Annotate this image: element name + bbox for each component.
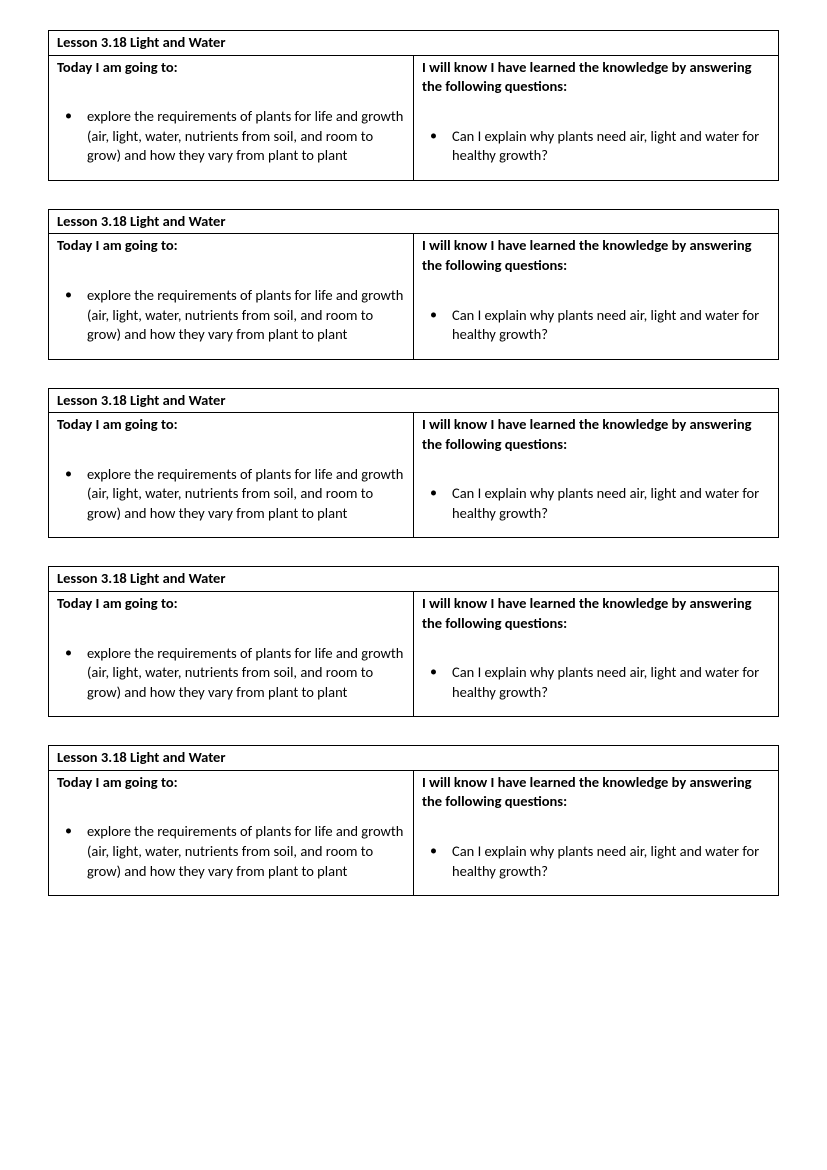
left-column: Today I am going to: explore the requirem…: [49, 234, 414, 359]
left-header: Today I am going to:: [49, 771, 413, 795]
right-header: I will know I have learned the knowledge…: [414, 56, 778, 99]
right-bullet: Can I explain why plants need air, light…: [422, 127, 770, 166]
lesson-title: Lesson 3.18 Light and Water: [49, 746, 779, 771]
right-header: I will know I have learned the knowledge…: [414, 413, 778, 456]
left-bullet: explore the requirements of plants for l…: [57, 822, 405, 881]
right-header: I will know I have learned the knowledge…: [414, 234, 778, 277]
lesson-table: Lesson 3.18 Light and WaterToday I am go…: [48, 745, 779, 896]
right-bullet: Can I explain why plants need air, light…: [422, 484, 770, 523]
right-bullet: Can I explain why plants need air, light…: [422, 842, 770, 881]
right-column: I will know I have learned the knowledge…: [414, 413, 779, 538]
right-bullet: Can I explain why plants need air, light…: [422, 306, 770, 345]
lesson-title: Lesson 3.18 Light and Water: [49, 209, 779, 234]
right-column: I will know I have learned the knowledge…: [414, 770, 779, 895]
right-header: I will know I have learned the knowledge…: [414, 771, 778, 814]
right-column: I will know I have learned the knowledge…: [414, 234, 779, 359]
left-column: Today I am going to: explore the requirem…: [49, 413, 414, 538]
right-header: I will know I have learned the knowledge…: [414, 592, 778, 635]
left-bullet: explore the requirements of plants for l…: [57, 286, 405, 345]
right-column: I will know I have learned the knowledge…: [414, 592, 779, 717]
lesson-title: Lesson 3.18 Light and Water: [49, 31, 779, 56]
left-header: Today I am going to:: [49, 234, 413, 258]
left-header: Today I am going to:: [49, 592, 413, 616]
lesson-table: Lesson 3.18 Light and WaterToday I am go…: [48, 566, 779, 717]
lesson-title: Lesson 3.18 Light and Water: [49, 567, 779, 592]
lesson-table: Lesson 3.18 Light and WaterToday I am go…: [48, 209, 779, 360]
left-column: Today I am going to: explore the requirem…: [49, 592, 414, 717]
left-header: Today I am going to:: [49, 413, 413, 437]
right-column: I will know I have learned the knowledge…: [414, 55, 779, 180]
left-header: Today I am going to:: [49, 56, 413, 80]
left-column: Today I am going to: explore the requirem…: [49, 770, 414, 895]
lesson-table: Lesson 3.18 Light and WaterToday I am go…: [48, 388, 779, 539]
left-bullet: explore the requirements of plants for l…: [57, 465, 405, 524]
lesson-title: Lesson 3.18 Light and Water: [49, 388, 779, 413]
left-bullet: explore the requirements of plants for l…: [57, 644, 405, 703]
left-bullet: explore the requirements of plants for l…: [57, 107, 405, 166]
left-column: Today I am going to: explore the requirem…: [49, 55, 414, 180]
right-bullet: Can I explain why plants need air, light…: [422, 663, 770, 702]
lesson-table: Lesson 3.18 Light and WaterToday I am go…: [48, 30, 779, 181]
